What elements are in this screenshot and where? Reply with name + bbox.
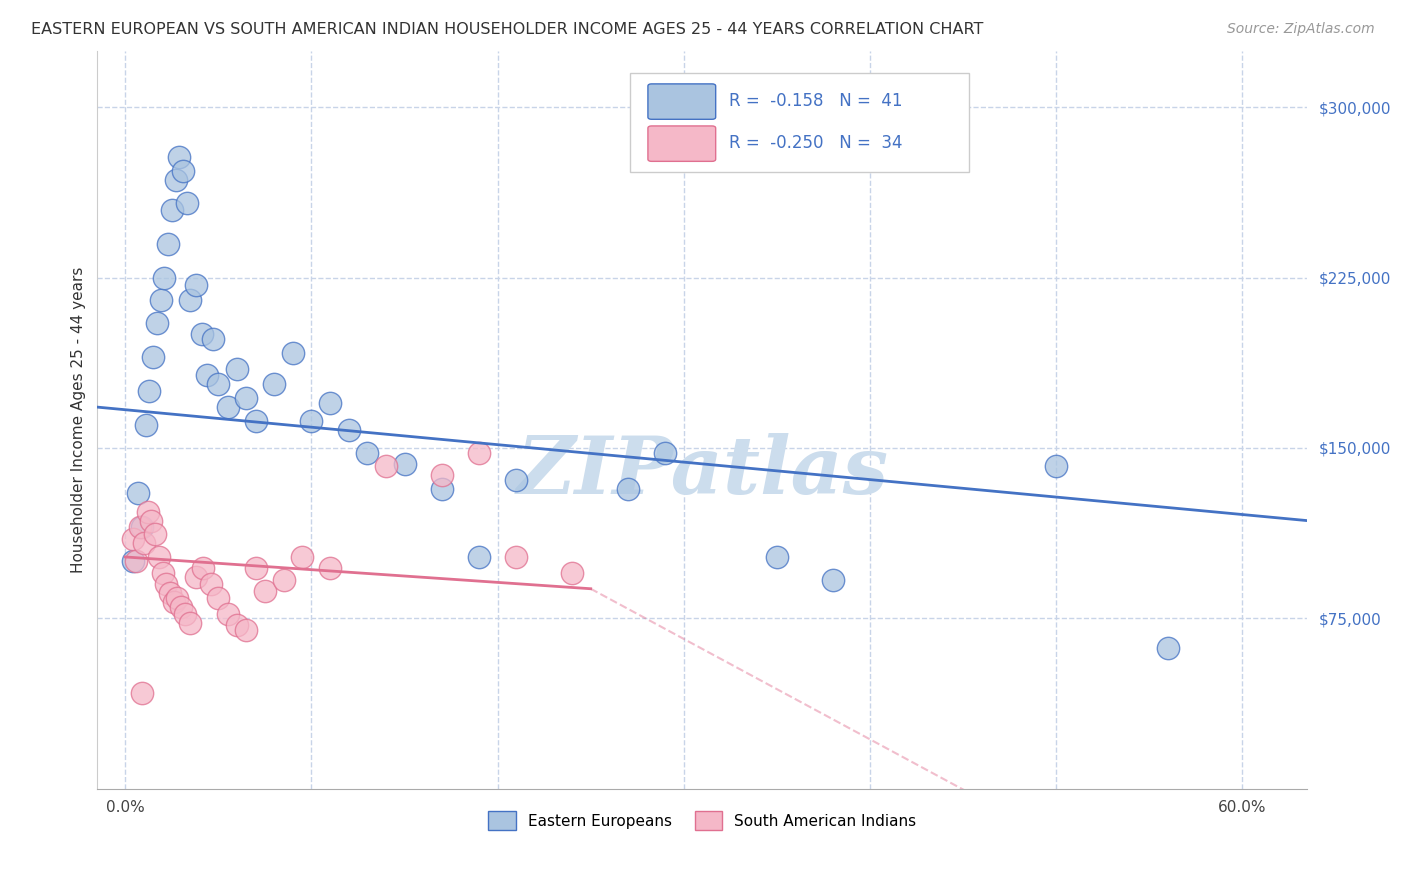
Point — [121, 532, 143, 546]
Point — [142, 350, 165, 364]
Point — [184, 277, 207, 292]
FancyBboxPatch shape — [648, 126, 716, 161]
Legend: Eastern Europeans, South American Indians: Eastern Europeans, South American Indian… — [482, 805, 922, 836]
Point — [138, 384, 160, 399]
Y-axis label: Householder Income Ages 25 - 44 years: Householder Income Ages 25 - 44 years — [72, 267, 86, 573]
Point — [136, 504, 159, 518]
Text: Source: ZipAtlas.com: Source: ZipAtlas.com — [1227, 22, 1375, 37]
Text: R =  -0.250   N =  34: R = -0.250 N = 34 — [728, 134, 903, 152]
Point — [129, 520, 152, 534]
Text: ZIPatlas: ZIPatlas — [516, 433, 889, 510]
Point — [766, 549, 789, 564]
Point — [165, 173, 187, 187]
Point — [226, 618, 249, 632]
Point — [163, 595, 186, 609]
Point — [337, 423, 360, 437]
Point — [235, 391, 257, 405]
Point — [430, 468, 453, 483]
Point — [146, 316, 169, 330]
Point — [157, 236, 180, 251]
Text: EASTERN EUROPEAN VS SOUTH AMERICAN INDIAN HOUSEHOLDER INCOME AGES 25 - 44 YEARS : EASTERN EUROPEAN VS SOUTH AMERICAN INDIA… — [31, 22, 983, 37]
Point — [291, 549, 314, 564]
Point — [193, 561, 215, 575]
Point — [217, 607, 239, 621]
Point — [179, 615, 201, 630]
Point — [121, 554, 143, 568]
FancyBboxPatch shape — [648, 84, 716, 120]
Point — [245, 561, 267, 575]
Point — [131, 520, 153, 534]
Point — [226, 361, 249, 376]
Point — [201, 332, 224, 346]
Point — [235, 623, 257, 637]
Point — [207, 591, 229, 605]
Point — [195, 368, 218, 383]
FancyBboxPatch shape — [630, 73, 969, 172]
Point — [159, 586, 181, 600]
Point — [468, 549, 491, 564]
Point — [190, 327, 212, 342]
Point — [153, 270, 176, 285]
Point — [135, 418, 157, 433]
Point — [654, 445, 676, 459]
Point — [170, 599, 193, 614]
Point — [141, 514, 163, 528]
Point — [149, 293, 172, 308]
Point — [245, 414, 267, 428]
Point — [160, 202, 183, 217]
Point — [617, 482, 640, 496]
Point — [505, 549, 527, 564]
Point — [394, 457, 416, 471]
Point — [561, 566, 583, 580]
Point — [184, 570, 207, 584]
Point — [217, 400, 239, 414]
Point — [176, 195, 198, 210]
Point — [319, 395, 342, 409]
Point — [263, 377, 285, 392]
Point — [301, 414, 323, 428]
Point — [281, 345, 304, 359]
Point — [148, 549, 170, 564]
Point — [166, 591, 188, 605]
Point — [152, 566, 174, 580]
Point — [821, 573, 844, 587]
Point — [1157, 640, 1180, 655]
Point — [132, 536, 155, 550]
Point — [468, 445, 491, 459]
Point — [207, 377, 229, 392]
Point — [143, 527, 166, 541]
Point — [173, 607, 195, 621]
Point — [273, 573, 295, 587]
Text: R =  -0.158   N =  41: R = -0.158 N = 41 — [728, 92, 903, 110]
Point — [125, 554, 148, 568]
Point — [131, 686, 153, 700]
Point — [167, 150, 190, 164]
Point — [356, 445, 378, 459]
Point — [200, 577, 222, 591]
Point — [253, 584, 276, 599]
Point — [127, 486, 149, 500]
Point — [505, 473, 527, 487]
Point — [172, 164, 194, 178]
Point — [1045, 459, 1067, 474]
Point — [179, 293, 201, 308]
Point — [430, 482, 453, 496]
Point — [374, 459, 396, 474]
Point — [155, 577, 177, 591]
Point — [319, 561, 342, 575]
